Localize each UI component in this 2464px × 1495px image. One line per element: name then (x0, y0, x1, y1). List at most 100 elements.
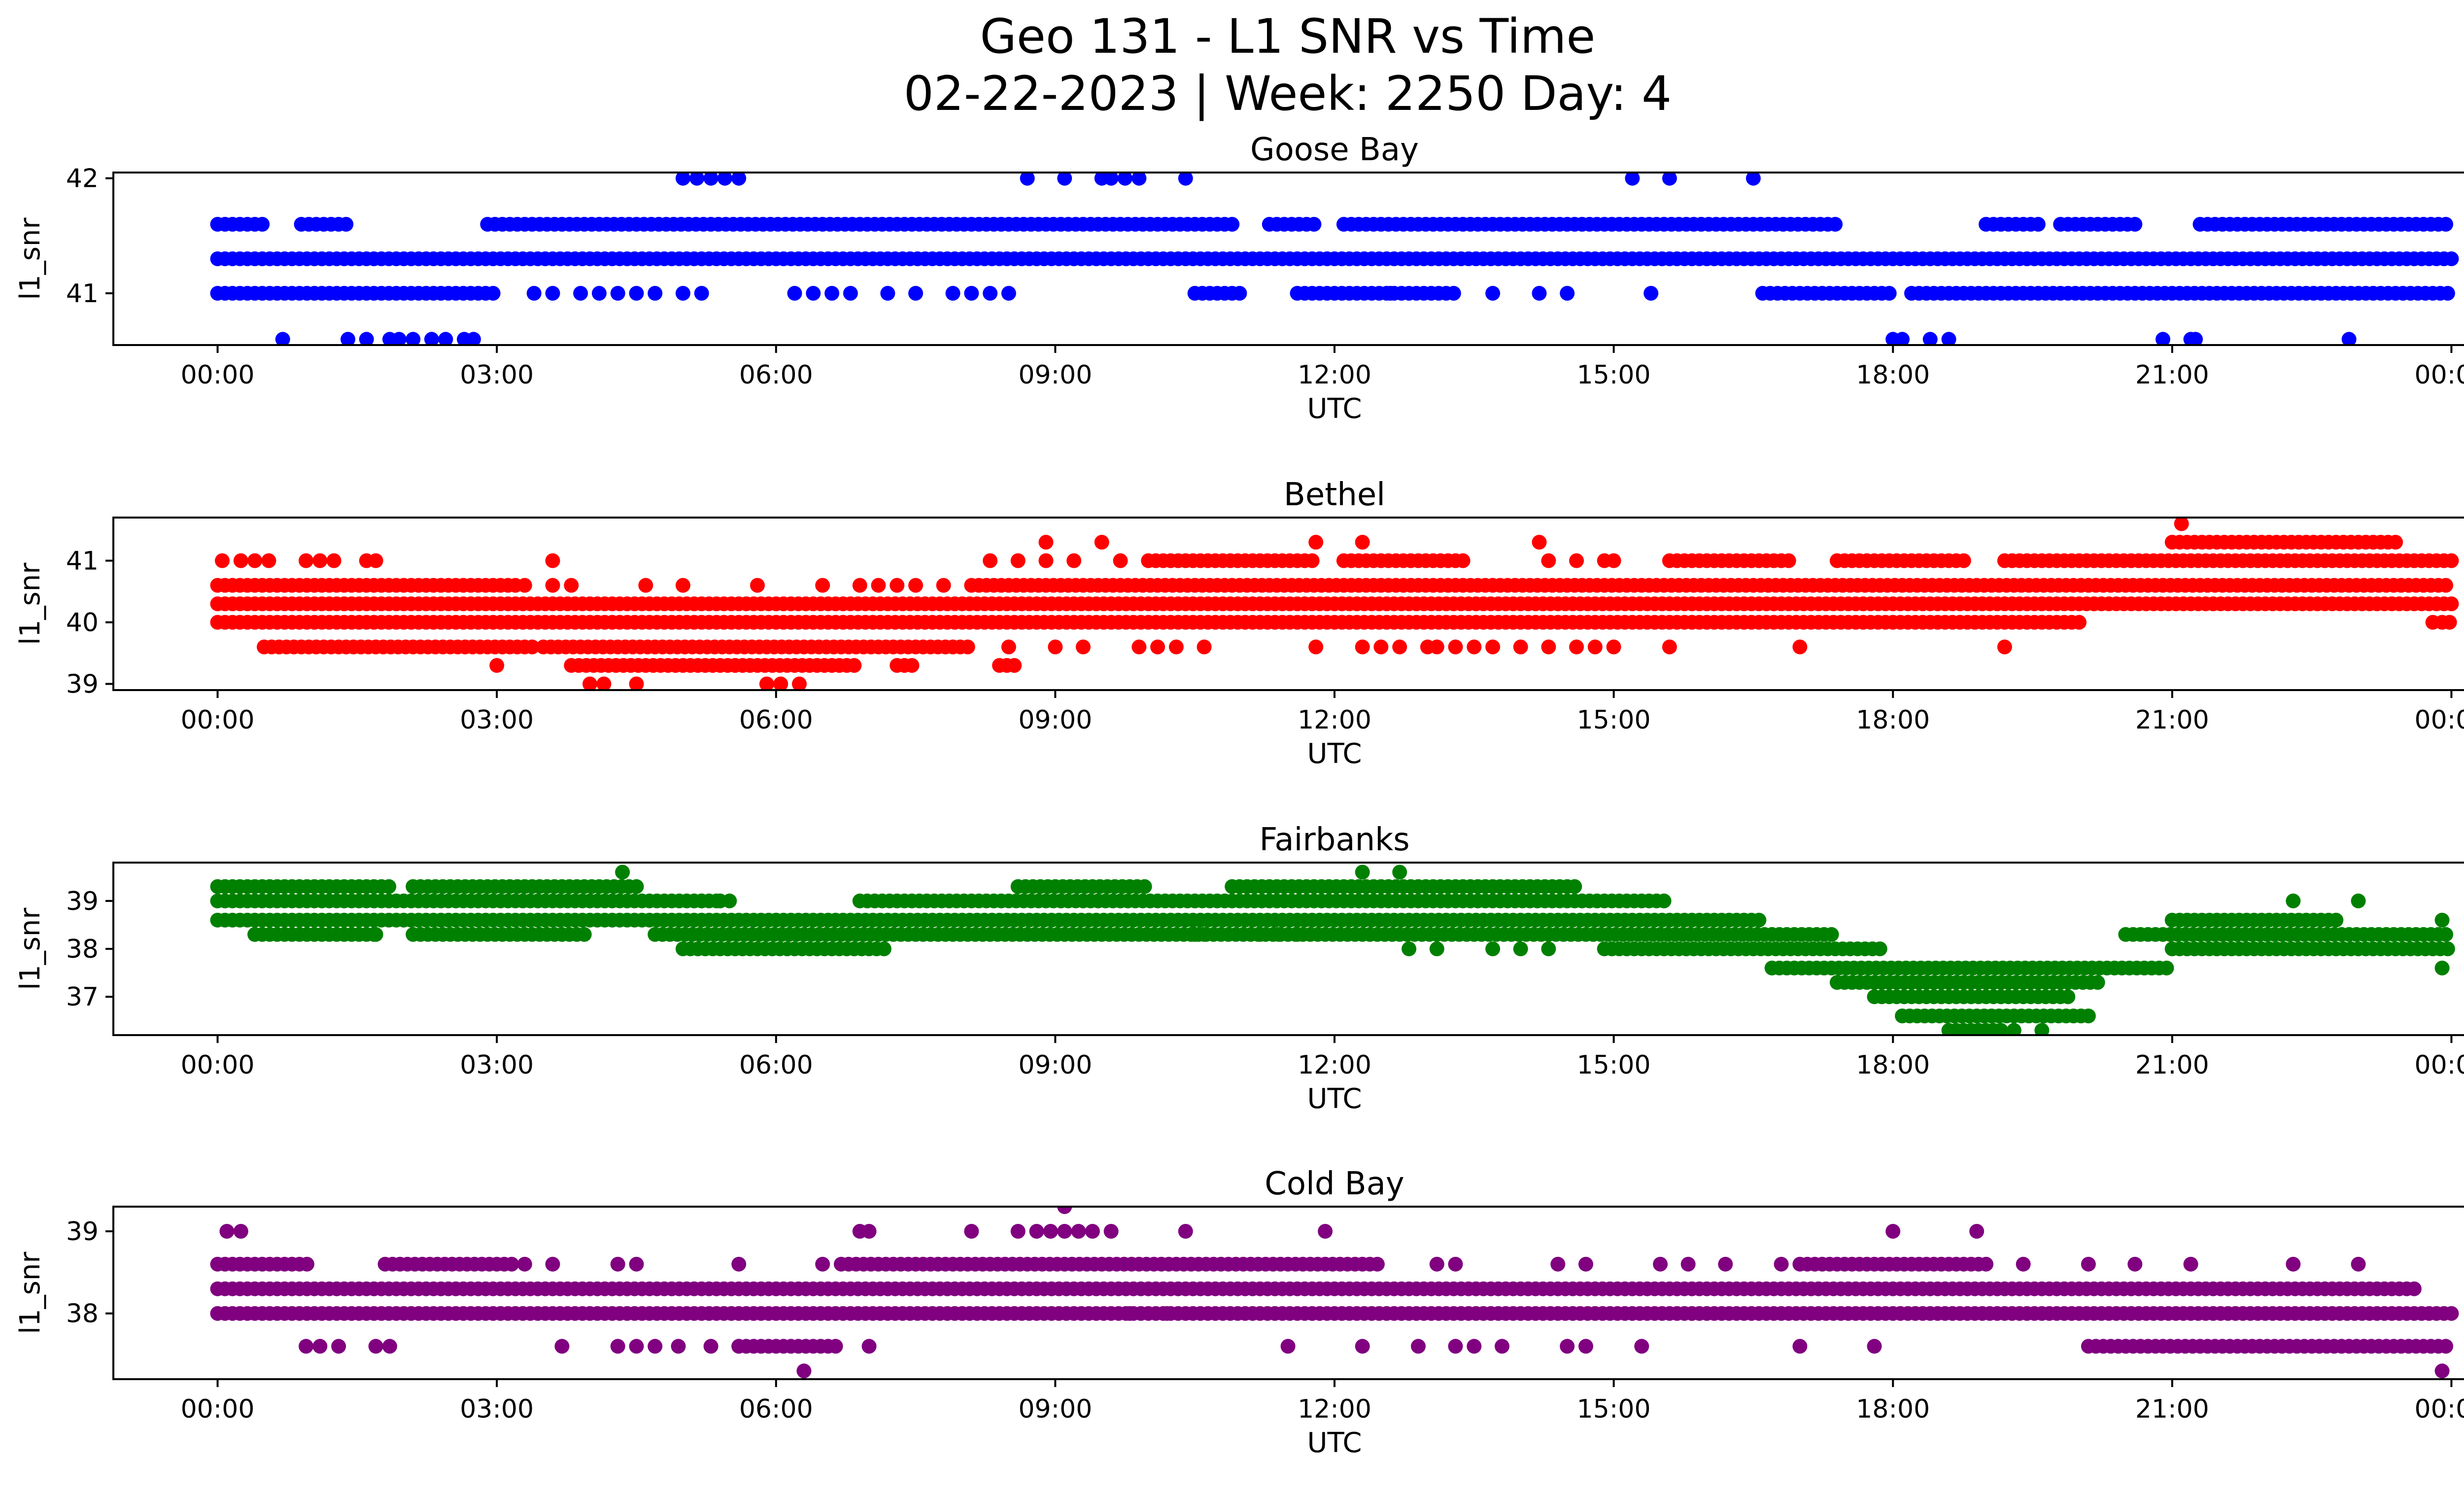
data-point (1541, 553, 1556, 568)
data-point (261, 553, 276, 568)
data-point (629, 1256, 644, 1272)
data-point (1057, 173, 1072, 186)
x-tick-label: 00:00 (2415, 1394, 2464, 1424)
data-point (2286, 1256, 2301, 1272)
x-tick-label: 06:00 (739, 360, 813, 390)
data-point (2438, 578, 2454, 593)
data-point (2444, 596, 2459, 611)
y-tick-label: 42 (66, 164, 99, 194)
data-point (828, 1339, 843, 1354)
x-tick-label: 00:00 (181, 705, 255, 735)
data-point (689, 173, 705, 186)
data-point (1653, 1256, 1668, 1272)
data-point (368, 553, 383, 568)
data-point (1448, 639, 1463, 655)
data-point (1355, 865, 1370, 880)
y-axis-label: l1_snr (14, 217, 46, 300)
data-point (1197, 639, 1212, 655)
x-tick-label: 18:00 (1856, 360, 1930, 390)
data-point (1485, 286, 1501, 301)
data-point (299, 1256, 314, 1272)
data-point (275, 332, 290, 345)
data-point (703, 173, 719, 186)
data-point (485, 286, 501, 301)
data-point (2440, 286, 2455, 301)
data-point (1373, 639, 1389, 655)
data-point (1355, 535, 1370, 550)
data-point (1007, 658, 1022, 673)
y-tick-label: 37 (66, 982, 99, 1012)
data-point (1455, 553, 1471, 568)
y-tick-label: 38 (66, 1299, 99, 1329)
data-point (852, 578, 867, 593)
data-point (1178, 173, 1193, 186)
data-point (247, 553, 263, 568)
data-point (1131, 173, 1147, 186)
data-point (1680, 1256, 1696, 1272)
data-point (1038, 553, 1054, 568)
data-point (759, 676, 774, 690)
x-tick-label: 09:00 (1018, 1394, 1092, 1424)
data-point (219, 1224, 235, 1239)
data-point (871, 578, 886, 593)
data-point (2090, 975, 2105, 990)
data-point (1872, 941, 1887, 956)
x-tick-label: 18:00 (1856, 705, 1930, 735)
data-point (1252, 927, 1267, 942)
data-point (466, 332, 481, 345)
data-point (1178, 1224, 1193, 1239)
data-point (2127, 217, 2143, 232)
panels: Goose Bay 00:00 03:00 06:00 09:00 12:00 15:00 1… (14, 132, 2464, 1459)
data-point (2081, 1256, 2096, 1272)
data-point (629, 676, 644, 690)
data-point (629, 879, 644, 894)
data-point (2328, 912, 2344, 928)
x-axis-label: UTC (1307, 393, 1362, 425)
data-point (1369, 1256, 1385, 1272)
data-point (391, 332, 407, 345)
data-point (233, 1224, 248, 1239)
data-point (1532, 286, 1547, 301)
data-point (517, 1256, 532, 1272)
data-point (359, 332, 374, 345)
data-point (1895, 332, 1910, 345)
data-point (1718, 1256, 1733, 1272)
data-point (648, 286, 663, 301)
data-point (1578, 1339, 1593, 1354)
data-point (908, 578, 924, 593)
data-point (731, 1339, 747, 1354)
data-point (2444, 1306, 2459, 1321)
data-point (675, 173, 690, 186)
data-point (1569, 553, 1584, 568)
data-point (1448, 1339, 1463, 1354)
data-point (1941, 332, 1956, 345)
data-point (299, 1339, 313, 1354)
data-point (1997, 639, 2012, 655)
panel-title: Goose Bay (1250, 132, 1419, 168)
data-point (1168, 639, 1184, 655)
data-point (1057, 1207, 1072, 1214)
x-tick-label: 00:00 (2415, 360, 2464, 390)
data-point (1467, 639, 1482, 655)
data-point (731, 173, 747, 186)
data-point (843, 286, 858, 301)
x-tick-label: 15:00 (1577, 1050, 1651, 1080)
series-markers (210, 173, 2459, 345)
data-point (504, 1256, 519, 1272)
data-point (312, 553, 328, 568)
panel-2: Fairbanks 00:00 03:00 06:00 09:00 12:00 15:00 1… (14, 822, 2464, 1115)
figure-title-line1: Geo 131 - L1 SNR vs Time (980, 9, 1596, 64)
data-point (2434, 912, 2450, 928)
data-point (890, 578, 905, 593)
data-point (331, 1339, 346, 1354)
data-point (1066, 553, 1082, 568)
data-point (1495, 1339, 1509, 1354)
y-tick-label: 39 (66, 1217, 99, 1247)
x-tick-label: 15:00 (1577, 1394, 1651, 1424)
data-point (1048, 639, 1063, 655)
panel-0: Goose Bay 00:00 03:00 06:00 09:00 12:00 15:00 1… (14, 132, 2464, 425)
data-point (1113, 553, 1128, 568)
data-point (1606, 553, 1621, 568)
data-point (1882, 286, 1897, 301)
data-point (722, 893, 737, 908)
